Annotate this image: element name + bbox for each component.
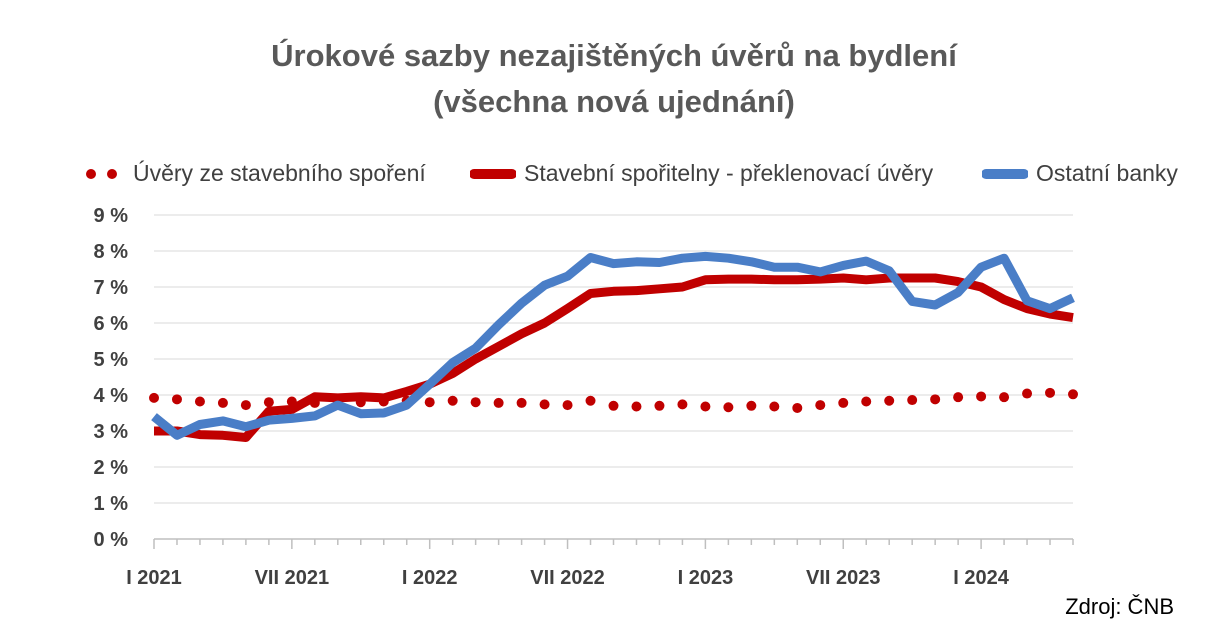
- series-line-1: [154, 273, 1074, 442]
- x-tick-label: I 2023: [678, 567, 734, 589]
- data-point-stavebni-sporeni: [861, 396, 872, 407]
- data-point-stavebni-sporeni: [792, 402, 803, 413]
- x-tick-label: I 2022: [402, 567, 458, 589]
- data-point-stavebni-sporeni: [562, 400, 573, 411]
- data-point-stavebni-sporeni: [631, 401, 642, 412]
- legend-label: Stavební spořitelny - překlenovací úvěry: [524, 160, 934, 186]
- legend-label: Úvěry ze stavebního spoření: [133, 160, 426, 186]
- data-point-stavebni-sporeni: [149, 392, 159, 403]
- data-point-stavebni-sporeni: [516, 397, 527, 408]
- data-point-stavebni-sporeni: [1068, 389, 1078, 400]
- data-point-stavebni-sporeni: [884, 395, 895, 406]
- data-point-stavebni-sporeni: [171, 394, 182, 405]
- y-tick-label: 4 %: [94, 385, 129, 407]
- legend-swatch-blue-line: [982, 168, 1028, 179]
- data-point-stavebni-sporeni: [723, 402, 734, 413]
- data-point-stavebni-sporeni: [424, 397, 435, 408]
- data-point-stavebni-sporeni: [470, 397, 481, 408]
- series-line-2: [151, 251, 1075, 440]
- legend-swatch-dotted: [86, 168, 117, 179]
- legend-item-ostatni-banky: Ostatní banky: [982, 160, 1178, 187]
- x-tick-label: VII 2023: [806, 567, 881, 589]
- y-tick-label: 5 %: [94, 349, 129, 371]
- data-point-stavebni-sporeni: [769, 401, 780, 412]
- legend-swatch-red-line: [470, 168, 516, 179]
- data-point-stavebni-sporeni: [700, 401, 711, 412]
- data-point-stavebni-sporeni: [907, 395, 918, 406]
- data-point-stavebni-sporeni: [608, 400, 619, 411]
- data-point-stavebni-sporeni: [930, 394, 941, 405]
- legend-label: Ostatní banky: [1036, 160, 1178, 186]
- data-point-stavebni-sporeni: [838, 397, 849, 408]
- data-point-stavebni-sporeni: [447, 395, 458, 406]
- y-tick-label: 7 %: [94, 277, 129, 299]
- y-tick-label: 8 %: [94, 241, 129, 263]
- data-point-stavebni-sporeni: [217, 397, 228, 408]
- data-point-stavebni-sporeni: [654, 400, 665, 411]
- data-point-stavebni-sporeni: [746, 400, 757, 411]
- data-point-stavebni-sporeni: [677, 399, 688, 410]
- chart-title: Úrokové sazby nezajištěných úvěrů na byd…: [271, 38, 957, 73]
- data-point-stavebni-sporeni: [194, 396, 205, 407]
- x-tick-label: VII 2021: [255, 567, 330, 589]
- y-tick-label: 1 %: [94, 493, 129, 515]
- data-point-stavebni-sporeni: [1022, 388, 1033, 399]
- legend-item-preklenovaci: Stavební spořitelny - překlenovací úvěry: [470, 160, 933, 187]
- data-point-stavebni-sporeni: [953, 392, 964, 403]
- x-tick-label: I 2024: [953, 567, 1009, 589]
- data-point-stavebni-sporeni: [585, 395, 596, 406]
- data-point-stavebni-sporeni: [999, 392, 1010, 403]
- data-point-stavebni-sporeni: [240, 400, 251, 411]
- y-tick-label: 9 %: [94, 205, 129, 227]
- x-tick-label: VII 2022: [530, 567, 605, 589]
- x-tick-label: I 2021: [126, 567, 182, 589]
- source-note: Zdroj: ČNB: [1065, 594, 1174, 619]
- y-tick-label: 2 %: [94, 457, 129, 479]
- data-point-stavebni-sporeni: [976, 391, 987, 402]
- chart-subtitle: (všechna nová ujednání): [433, 84, 795, 119]
- y-tick-label: 3 %: [94, 421, 129, 443]
- data-point-stavebni-sporeni: [263, 397, 274, 408]
- data-point-stavebni-sporeni: [815, 400, 826, 411]
- data-point-stavebni-sporeni: [539, 399, 550, 410]
- y-tick-label: 0 %: [94, 529, 129, 551]
- data-point-stavebni-sporeni: [1045, 387, 1056, 398]
- y-tick-label: 6 %: [94, 313, 129, 335]
- data-point-stavebni-sporeni: [493, 397, 504, 408]
- legend-item-stavebni-sporeni: Úvěry ze stavebního spoření: [85, 160, 426, 187]
